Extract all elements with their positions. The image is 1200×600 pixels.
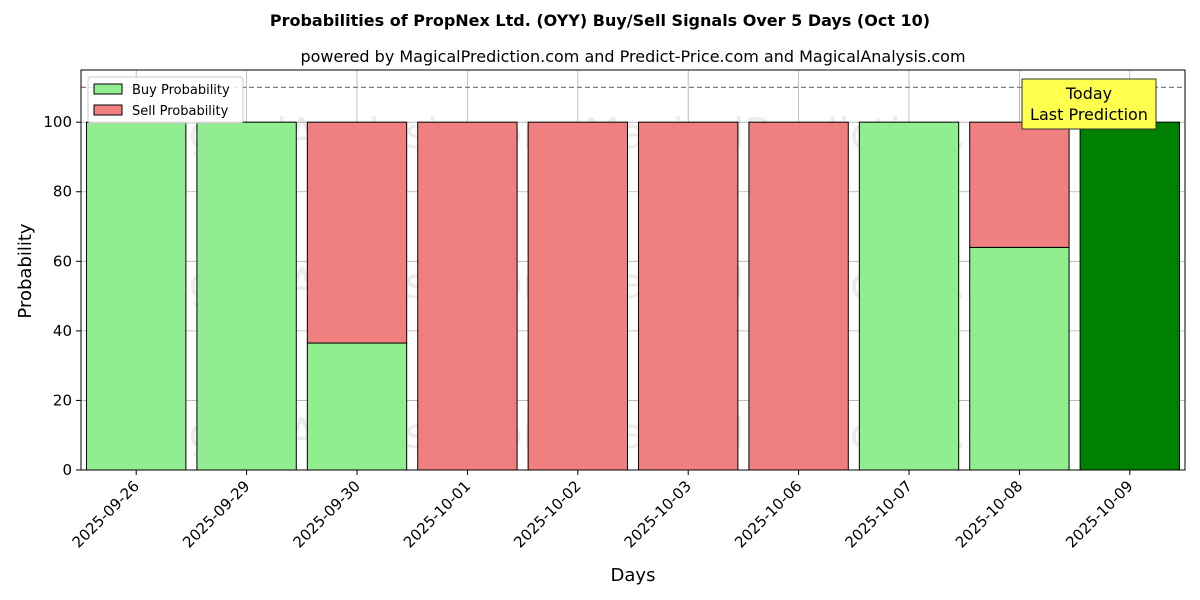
y-tick-label-2: 40	[53, 322, 72, 340]
y-tick-label-0: 0	[62, 461, 72, 479]
legend-swatch-0	[93, 83, 123, 95]
bar-sell-2025-10-02	[527, 121, 628, 471]
annotation-line-0: Today	[1065, 84, 1112, 103]
x-tick-label-1: 2025-09-29	[179, 477, 253, 551]
bar-sell-2025-10-06	[748, 121, 849, 471]
bar-buy-2025-09-29	[196, 121, 297, 471]
bar-sell-2025-10-01	[417, 121, 518, 471]
chart-subtitle: powered by MagicalPrediction.com and Pre…	[300, 47, 965, 66]
annotation: Today Last Prediction	[1021, 78, 1157, 130]
x-tick-label-0: 2025-09-26	[69, 477, 143, 551]
y-tick-label-5: 100	[43, 113, 72, 131]
y-axis-label: Probability	[15, 223, 36, 318]
y-tick-label-1: 20	[53, 391, 72, 409]
bar-sell-2025-10-03	[638, 121, 739, 471]
legend-label-0: Buy Probability	[132, 83, 230, 98]
bars	[81, 86, 1185, 471]
bar-buy-2025-09-26	[86, 121, 187, 471]
annotation-box	[1021, 78, 1157, 130]
bar-buy-2025-10-09	[1079, 121, 1180, 471]
x-axis-label: Days	[611, 565, 656, 586]
plot-frame	[80, 69, 1186, 471]
y-tick-label-4: 80	[53, 183, 72, 201]
y-tick-label-3: 60	[53, 252, 72, 270]
annotation-line-1: Last Prediction	[1030, 105, 1148, 124]
chart-title: Probabilities of PropNex Ltd. (OYY) Buy/…	[270, 11, 930, 30]
x-tick-label-5: 2025-10-03	[621, 477, 695, 551]
bar-buy-2025-10-08	[969, 246, 1070, 471]
x-tick-label-9: 2025-10-09	[1062, 477, 1136, 551]
bar-buy-2025-09-30	[306, 342, 408, 471]
bar-buy-2025-10-07	[858, 121, 960, 471]
legend-box	[87, 76, 244, 124]
legend-swatch-1	[93, 104, 123, 116]
bar-sell-2025-10-08	[969, 121, 1070, 248]
x-tick-label-4: 2025-10-02	[510, 477, 584, 551]
x-tick-label-8: 2025-10-08	[952, 477, 1026, 551]
bar-sell-2025-09-30	[306, 121, 408, 344]
x-tick-label-2: 2025-09-30	[289, 477, 363, 551]
legend-label-1: Sell Probability	[132, 104, 229, 119]
legend: Buy Probability Sell Probability	[87, 76, 244, 124]
x-tick-label-6: 2025-10-06	[731, 477, 805, 551]
x-tick-label-3: 2025-10-01	[400, 477, 474, 551]
x-tick-label-7: 2025-10-07	[841, 477, 915, 551]
